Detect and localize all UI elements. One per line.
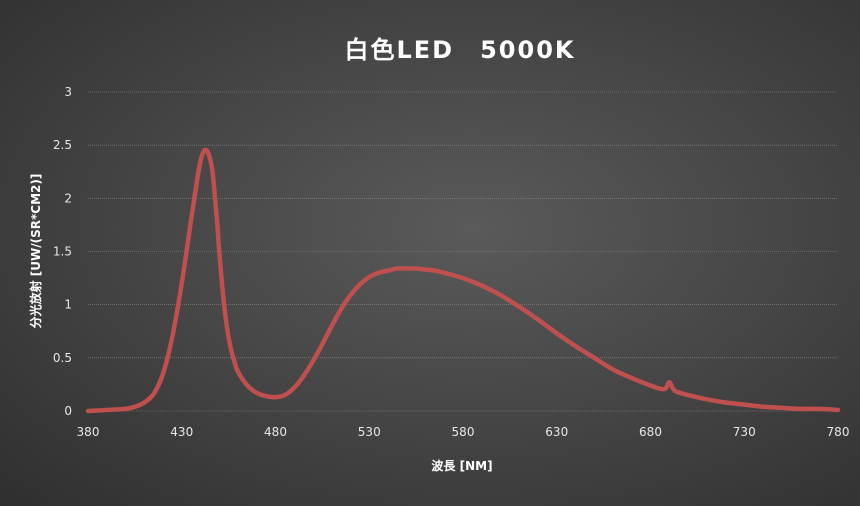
y-tick-label-4: 2 <box>64 191 72 205</box>
spectrum-line-series-0 <box>85 147 841 414</box>
x-tick-label-5: 630 <box>545 425 568 439</box>
series-layer <box>85 147 841 414</box>
y-axis-label: 分光放射 [UW/(SR*CM2)] <box>28 174 43 329</box>
x-tick-labels: 380 430 480 530 580 630 680 730 780 <box>77 425 850 439</box>
x-tick-label-8: 780 <box>827 425 850 439</box>
x-tick-label-0: 380 <box>77 425 100 439</box>
x-tick-label-4: 580 <box>452 425 475 439</box>
x-tick-label-3: 530 <box>358 425 381 439</box>
chart-title: 白色LED 5000K <box>344 36 575 64</box>
y-tick-labels: 0 0.5 1 1.5 2 2.5 3 <box>53 85 72 418</box>
y-tick-label-2: 1 <box>64 298 72 312</box>
y-tick-label-6: 3 <box>64 85 72 99</box>
x-tick-label-1: 430 <box>170 425 193 439</box>
y-tick-label-5: 2.5 <box>53 138 72 152</box>
y-tick-label-0: 0 <box>64 404 72 418</box>
x-axis-label: 波長 [NM] <box>431 458 492 473</box>
grid-lines <box>88 91 838 412</box>
x-tick-label-6: 680 <box>639 425 662 439</box>
y-tick-label-3: 1.5 <box>53 245 72 259</box>
x-tick-label-7: 730 <box>733 425 756 439</box>
x-tick-label-2: 480 <box>264 425 287 439</box>
y-tick-label-1: 0.5 <box>53 351 72 365</box>
